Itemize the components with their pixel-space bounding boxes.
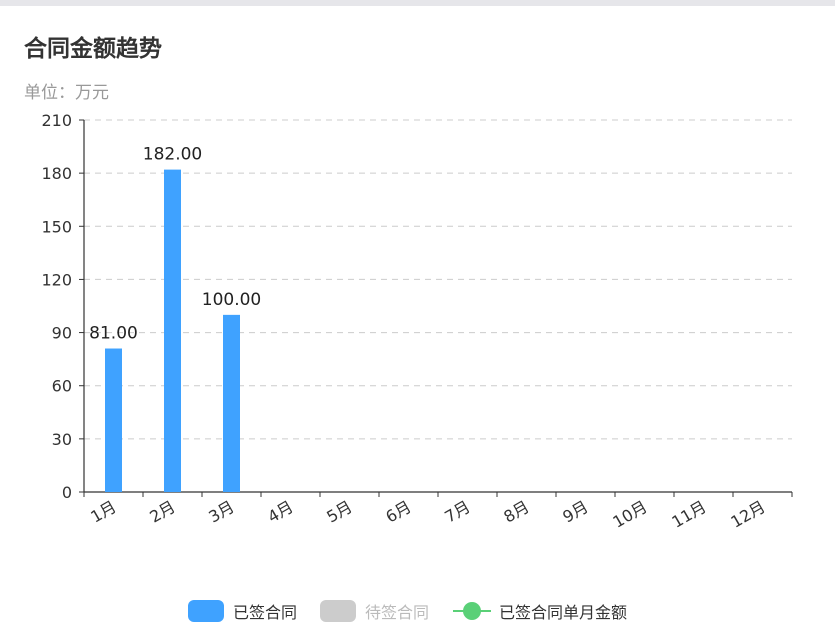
x-tick-label: 11月 xyxy=(668,497,709,532)
legend-label-signed: 已签合同 xyxy=(233,603,298,622)
bar xyxy=(105,348,122,492)
legend-swatch-signed-icon xyxy=(188,600,224,622)
unit-label: 单位：万元 xyxy=(24,83,109,103)
x-tick-label: 5月 xyxy=(323,497,355,527)
chart-title: 合同金额趋势 xyxy=(24,36,162,62)
y-tick-label: 210 xyxy=(41,111,72,130)
legend-item-signed[interactable]: 已签合同 xyxy=(188,596,297,626)
x-tick-label: 7月 xyxy=(441,497,473,527)
legend-label-pending: 待签合同 xyxy=(365,603,430,622)
x-tick-label: 12月 xyxy=(727,497,768,532)
x-tick-label: 6月 xyxy=(382,497,414,527)
x-tick-label: 1月 xyxy=(87,497,119,527)
y-tick-label: 90 xyxy=(52,324,72,343)
x-tick-label: 4月 xyxy=(264,497,296,527)
bar-data-label: 182.00 xyxy=(143,145,202,165)
x-tick-label: 9月 xyxy=(559,497,591,527)
x-tick-label: 10月 xyxy=(609,497,650,532)
bar-chart: 0 30 60 90 120 150 180 210 1月 2月 3月 4月 5月 6月 7月 8月 9月 10月… xyxy=(41,111,793,532)
legend-item-monthly[interactable]: 已签合同单月金额 xyxy=(453,596,627,626)
x-tick-label: 8月 xyxy=(500,497,532,527)
window-top-bar xyxy=(0,0,835,6)
legend-swatch-pending-icon xyxy=(320,600,356,622)
chart-legend: 已签合同 待签合同 已签合同单月金额 xyxy=(0,596,835,626)
y-tick-label: 0 xyxy=(62,483,72,502)
x-tick-label: 3月 xyxy=(205,497,237,527)
y-tick-label: 30 xyxy=(52,430,72,449)
chart-card xyxy=(0,6,835,642)
y-tick-label: 120 xyxy=(41,270,72,289)
legend-line-dot-icon xyxy=(453,600,491,622)
y-tick-label: 60 xyxy=(52,377,72,396)
bar-data-label: 81.00 xyxy=(89,324,138,344)
y-tick-label: 150 xyxy=(41,217,72,236)
legend-item-pending[interactable]: 待签合同 xyxy=(320,596,429,626)
bar xyxy=(223,314,240,492)
legend-label-monthly: 已签合同单月金额 xyxy=(499,603,628,622)
y-tick-label: 180 xyxy=(41,164,72,183)
bar xyxy=(164,169,181,492)
bar-data-label: 100.00 xyxy=(202,290,261,310)
x-tick-label: 2月 xyxy=(146,497,178,527)
